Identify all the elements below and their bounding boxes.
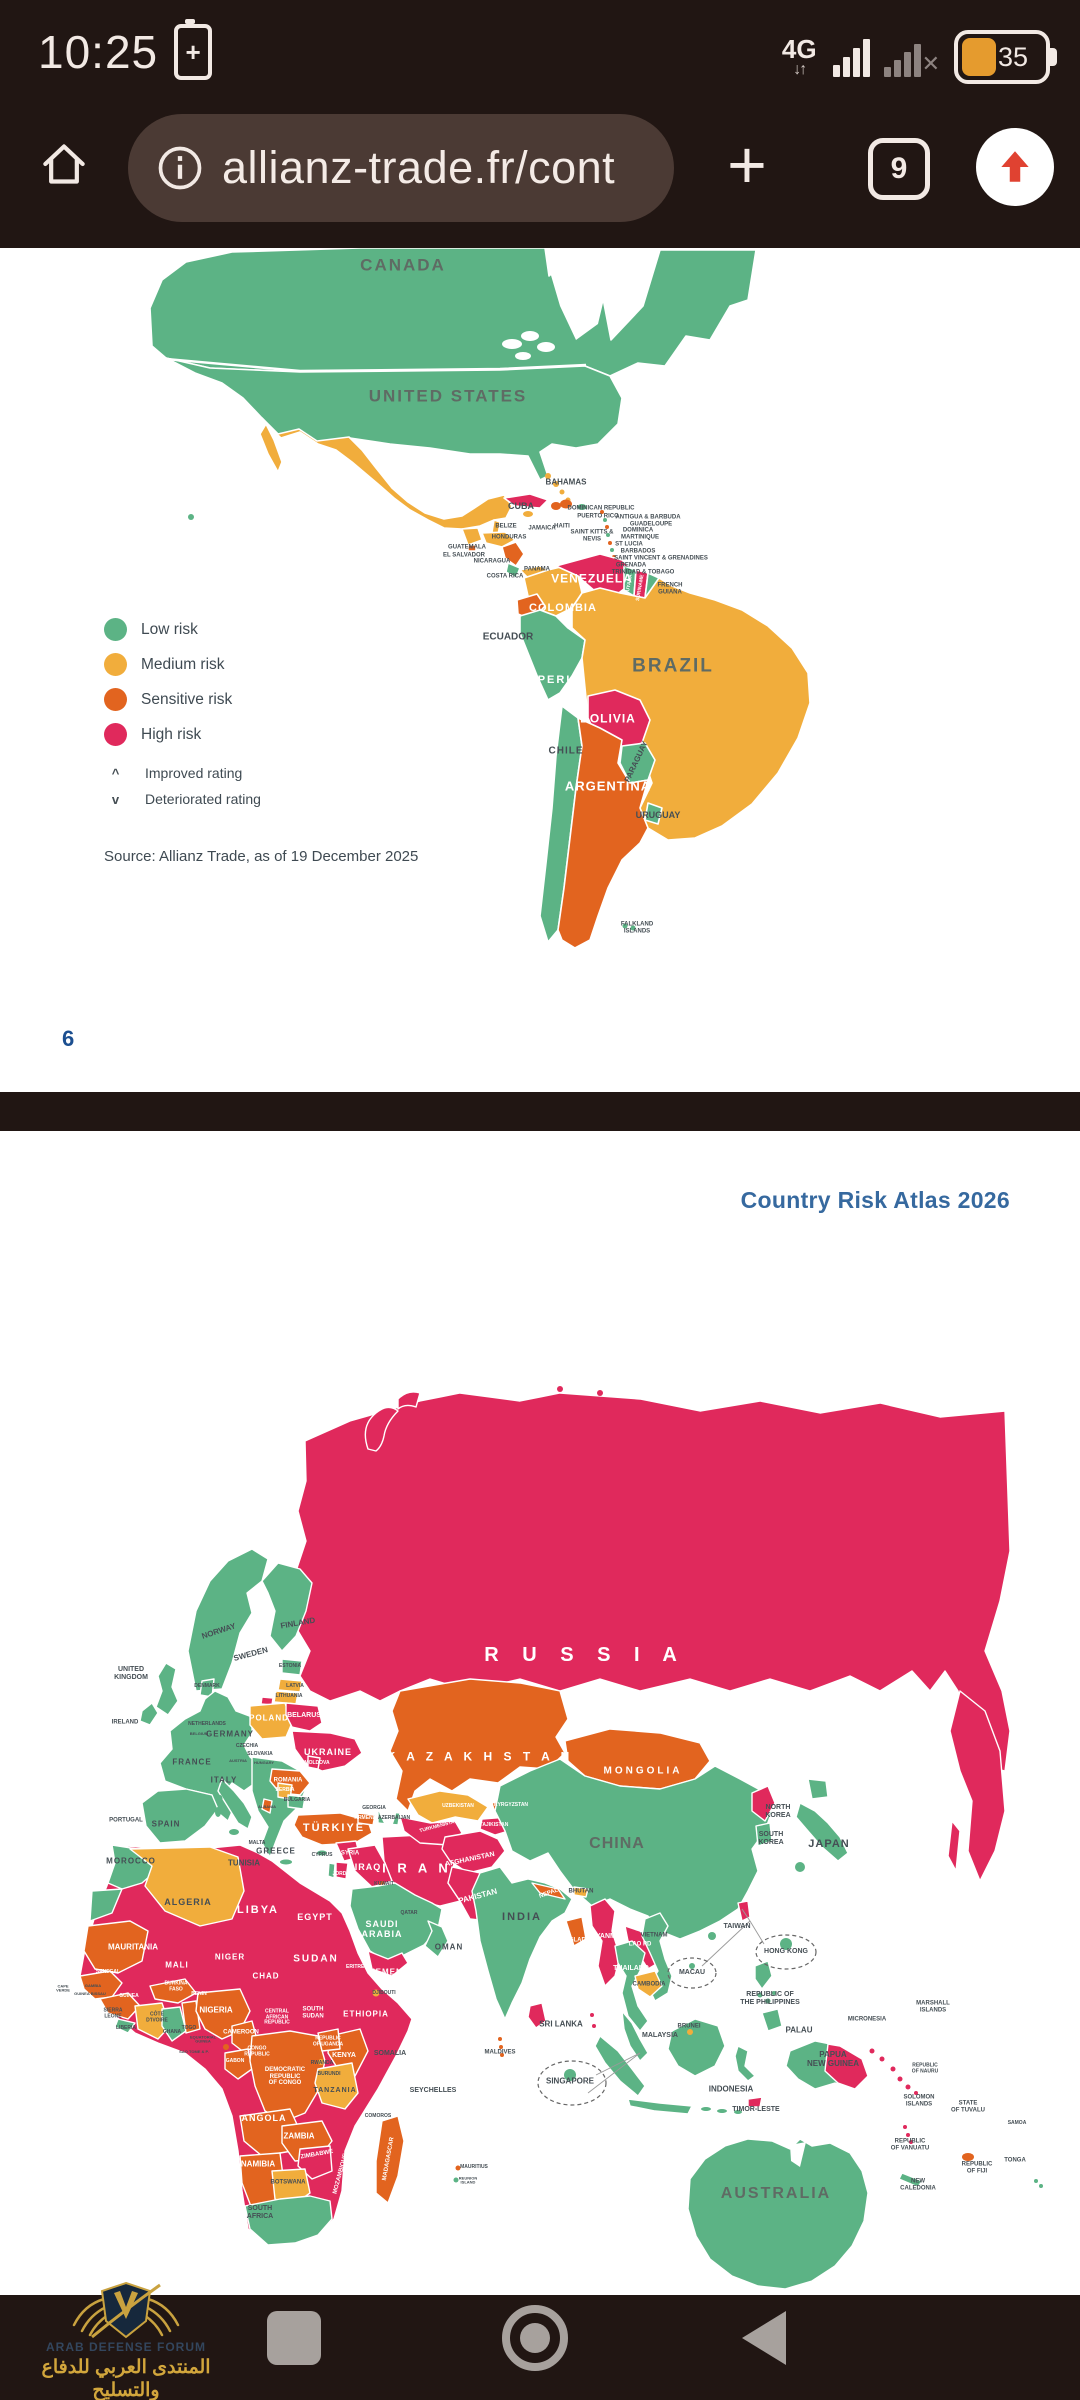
- back-button[interactable]: [742, 2311, 786, 2365]
- page-number: 6: [62, 1026, 75, 1051]
- shield-logo-icon: [72, 2281, 180, 2339]
- document-title: Country Risk Atlas 2026: [740, 1187, 1010, 1213]
- legend-label: High risk: [141, 725, 202, 743]
- legend-label: Deteriorated rating: [145, 791, 261, 807]
- new-tab-button[interactable]: +: [727, 127, 767, 203]
- world-map: [79, 1386, 1043, 2290]
- watermark-text-en: ARAB DEFENSE FORUM: [45, 2340, 206, 2354]
- signal-icon: [832, 37, 870, 77]
- network-type-icon: 4G ↓↑: [781, 34, 817, 78]
- pdf-page-2: Country Risk Atlas 2026: [0, 1131, 1080, 2295]
- source-note: Source: Allianz Trade, as of 19 December…: [104, 848, 419, 865]
- legend-item: Low risk: [104, 612, 464, 647]
- status-bar: 10:25 + 4G ↓↑ ✕ 35: [0, 0, 1080, 150]
- low-risk-dot: [104, 618, 127, 641]
- legend-label: Medium risk: [141, 655, 225, 673]
- page-divider: [0, 1092, 1080, 1131]
- url-text: allianz-trade.fr/cont: [222, 142, 616, 193]
- rating-arrow-icon: v: [111, 791, 120, 807]
- signal2-icon: ✕: [883, 37, 940, 77]
- home-button[interactable]: [36, 136, 92, 192]
- info-icon: [158, 146, 202, 190]
- pdf-page-1: CANADA UNITED STATES BRAZIL MEXICO VENEZUELA…: [0, 248, 1080, 1092]
- browser-toolbar: allianz-trade.fr/cont + 9: [0, 110, 1080, 248]
- forum-watermark: ARAB DEFENSE FORUM المنتدى العربي للدفاع…: [6, 2279, 246, 2400]
- americas-map: [149, 248, 811, 949]
- home-icon: [43, 144, 85, 184]
- watermark-text-ar: المنتدى العربي للدفاع والتسليح: [41, 2357, 211, 2400]
- legend-item: High risk: [104, 717, 464, 752]
- home-nav-button[interactable]: [502, 2305, 568, 2371]
- legend-marker: ^ Improved rating: [104, 760, 464, 786]
- up-arrow-icon: [1001, 151, 1029, 182]
- scroll-top-button[interactable]: [976, 128, 1054, 206]
- legend-label: Improved rating: [145, 765, 243, 781]
- tab-switcher-button[interactable]: 9: [868, 138, 930, 200]
- clock: 10:25: [38, 26, 159, 78]
- legend-marker: v Deteriorated rating: [104, 786, 464, 812]
- url-bar[interactable]: allianz-trade.fr/cont: [128, 114, 674, 222]
- high-risk-dot: [104, 723, 127, 746]
- recents-button[interactable]: [267, 2311, 321, 2365]
- legend-item: Sensitive risk: [104, 682, 464, 717]
- legend-item: Medium risk: [104, 647, 464, 682]
- tab-count: 9: [890, 152, 908, 185]
- android-navbar: ARAB DEFENSE FORUM المنتدى العربي للدفاع…: [0, 2281, 1080, 2400]
- legend-label: Sensitive risk: [141, 690, 233, 708]
- sensitive-risk-dot: [104, 688, 127, 711]
- battery-saver-icon: +: [174, 19, 213, 80]
- medium-risk-dot: [104, 653, 127, 676]
- legend-label: Low risk: [141, 620, 198, 638]
- rating-arrow-icon: ^: [111, 765, 120, 781]
- battery-icon: 35: [954, 30, 1057, 84]
- risk-legend: Low risk Medium risk Sensitive risk High ri…: [104, 612, 464, 812]
